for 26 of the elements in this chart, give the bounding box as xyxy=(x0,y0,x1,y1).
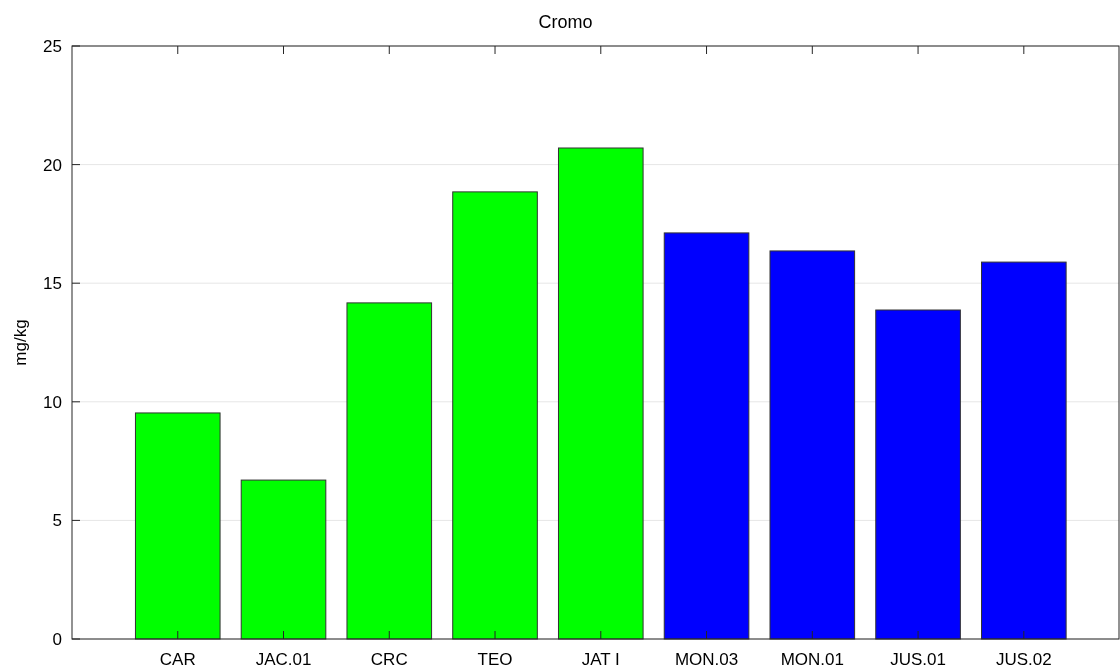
y-tick-label: 0 xyxy=(52,629,62,649)
bar xyxy=(452,191,538,640)
bar xyxy=(981,261,1067,640)
y-tick-label: 10 xyxy=(43,392,62,412)
bar xyxy=(769,250,856,640)
x-tick-label: JUS.01 xyxy=(890,649,946,667)
y-tick-label: 25 xyxy=(43,36,62,56)
bar xyxy=(346,302,433,640)
y-axis-title: mg/kg xyxy=(10,319,30,366)
bar xyxy=(557,147,644,640)
x-tick-label: MON.01 xyxy=(780,649,844,667)
x-tick-label: CAR xyxy=(159,649,196,667)
x-tick-label: MON.03 xyxy=(674,649,739,667)
bar xyxy=(663,232,750,640)
bar xyxy=(875,309,961,640)
bar xyxy=(134,412,221,640)
chart-title: Cromo xyxy=(538,12,593,33)
bar xyxy=(240,479,327,640)
y-tick-label: 20 xyxy=(43,155,62,175)
x-tick-label: JAC.01 xyxy=(255,649,312,667)
x-tick-label: CRC xyxy=(370,649,408,667)
y-tick-label: 5 xyxy=(52,511,62,531)
x-tick-label: TEO xyxy=(477,649,513,667)
x-tick-label: JUS.02 xyxy=(995,649,1052,667)
x-tick-label: JAT I xyxy=(581,649,620,667)
y-tick-label: 15 xyxy=(43,274,62,294)
